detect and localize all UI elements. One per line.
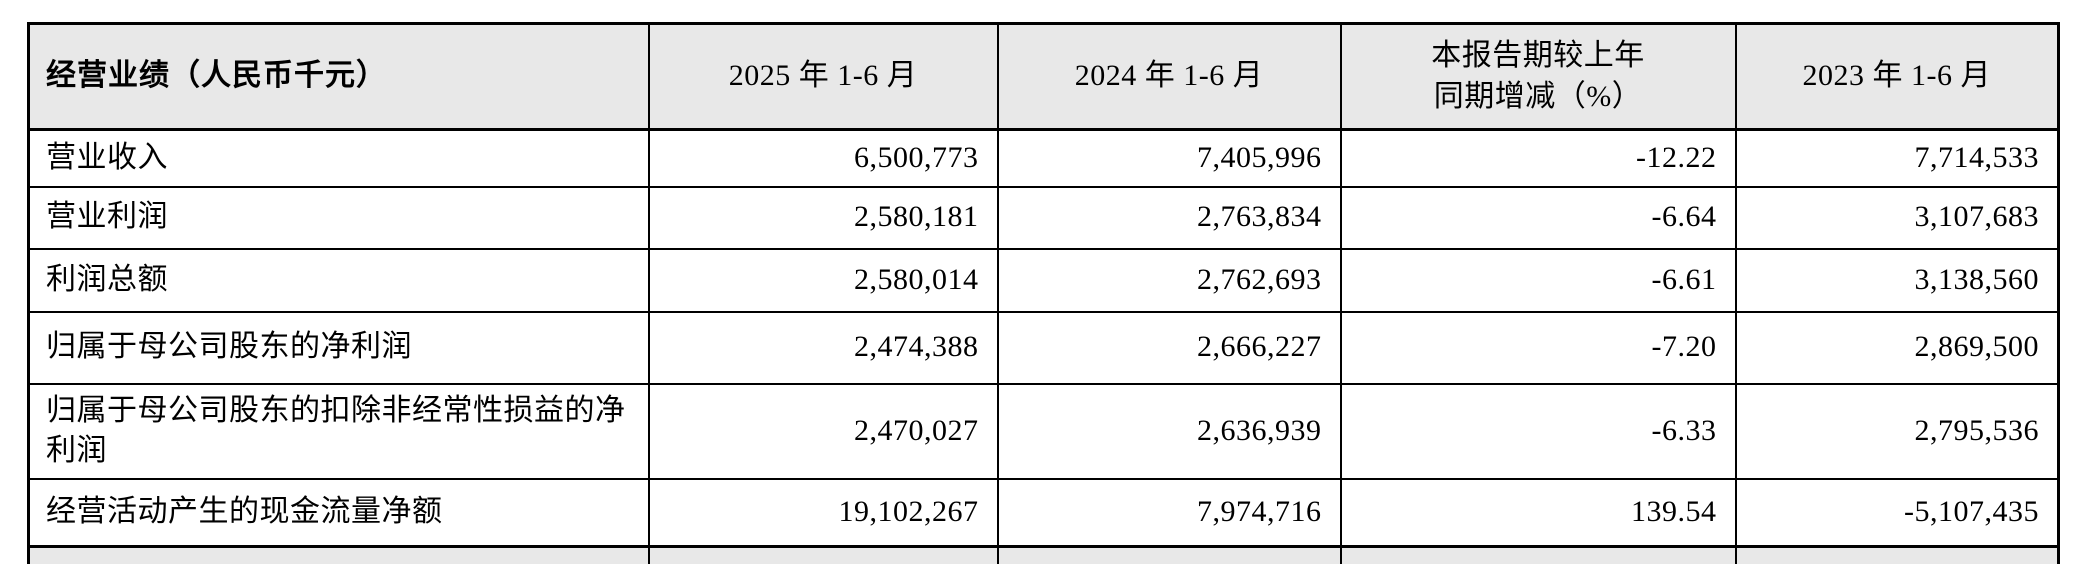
- value-2023: 2,795,536: [1734, 382, 2060, 480]
- table-row-net-profit-excl-nonrecurring: 归属于母公司股东的扣除非经常性损益的净利润 2,470,027 2,636,93…: [27, 382, 2060, 480]
- clipped-cell: [996, 545, 1342, 564]
- header-2025-period: 2025 年 1-6 月: [647, 22, 999, 131]
- row-label: 归属于母公司股东的净利润: [27, 310, 650, 385]
- row-label: 利润总额: [27, 247, 650, 313]
- value-2025: 6,500,773: [647, 128, 999, 188]
- row-label: 营业收入: [27, 128, 650, 188]
- clipped-cell: [1734, 545, 2060, 564]
- table-row-net-profit-attributable: 归属于母公司股东的净利润 2,474,388 2,666,227 -7.20 2…: [27, 310, 2060, 385]
- table-row-total-profit: 利润总额 2,580,014 2,762,693 -6.61 3,138,560: [27, 247, 2060, 313]
- table-header-row: 经营业绩（人民币千元） 2025 年 1-6 月 2024 年 1-6 月 本报…: [27, 22, 2060, 131]
- value-2024: 2,763,834: [996, 185, 1342, 250]
- value-change: -7.20: [1339, 310, 1737, 385]
- header-yoy-change: 本报告期较上年 同期增减（%）: [1339, 22, 1737, 131]
- value-2025: 2,474,388: [647, 310, 999, 385]
- value-2025: 2,470,027: [647, 382, 999, 480]
- clipped-cell: [647, 545, 999, 564]
- value-2024: 2,636,939: [996, 382, 1342, 480]
- table-row-operating-profit: 营业利润 2,580,181 2,763,834 -6.64 3,107,683: [27, 185, 2060, 250]
- clipped-cell: [1339, 545, 1737, 564]
- value-change: -6.61: [1339, 247, 1737, 313]
- row-label: 经营活动产生的现金流量净额: [27, 477, 650, 548]
- header-2024-period: 2024 年 1-6 月: [996, 22, 1342, 131]
- value-change: -6.64: [1339, 185, 1737, 250]
- value-2023: -5,107,435: [1734, 477, 2060, 548]
- value-2024: 2,762,693: [996, 247, 1342, 313]
- value-change: -12.22: [1339, 128, 1737, 188]
- value-change: -6.33: [1339, 382, 1737, 480]
- operating-results-table: 经营业绩（人民币千元） 2025 年 1-6 月 2024 年 1-6 月 本报…: [27, 22, 2060, 564]
- value-2023: 3,138,560: [1734, 247, 2060, 313]
- value-change: 139.54: [1339, 477, 1737, 548]
- clipped-cell: [27, 545, 650, 564]
- value-2025: 19,102,267: [647, 477, 999, 548]
- table-row-clipped-next-section: [27, 545, 2060, 564]
- table-row-operating-cash-flow: 经营活动产生的现金流量净额 19,102,267 7,974,716 139.5…: [27, 477, 2060, 548]
- value-2023: 7,714,533: [1734, 128, 2060, 188]
- value-2024: 7,405,996: [996, 128, 1342, 188]
- row-label: 归属于母公司股东的扣除非经常性损益的净利润: [27, 382, 650, 480]
- header-yoy-change-line1: 本报告期较上年: [1431, 39, 1645, 72]
- header-2023-period: 2023 年 1-6 月: [1734, 22, 2060, 131]
- value-2023: 2,869,500: [1734, 310, 2060, 385]
- header-metric-label: 经营业绩（人民币千元）: [27, 22, 650, 131]
- value-2023: 3,107,683: [1734, 185, 2060, 250]
- value-2025: 2,580,181: [647, 185, 999, 250]
- value-2024: 2,666,227: [996, 310, 1342, 385]
- header-yoy-change-line2: 同期增减（%）: [1433, 79, 1643, 113]
- value-2025: 2,580,014: [647, 247, 999, 313]
- table-row-revenue: 营业收入 6,500,773 7,405,996 -12.22 7,714,53…: [27, 128, 2060, 188]
- row-label: 营业利润: [27, 185, 650, 250]
- value-2024: 7,974,716: [996, 477, 1342, 548]
